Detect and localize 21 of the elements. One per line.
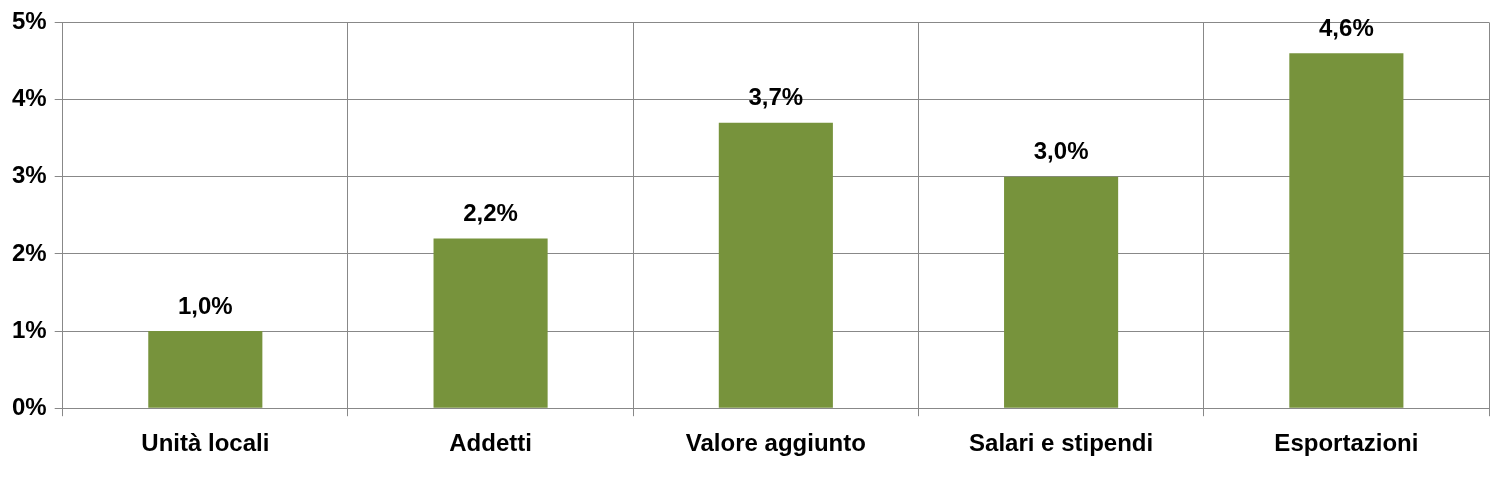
data-label: 3,0% — [1033, 137, 1089, 165]
bar — [1004, 176, 1119, 408]
y-tick-label: 0% — [12, 392, 47, 420]
x-tick-label: Unità locali — [141, 429, 270, 457]
data-label: 2,2% — [463, 199, 518, 227]
x-tick-label: Esportazioni — [1274, 429, 1419, 457]
x-tick-label: Valore aggiunto — [685, 429, 866, 457]
data-label: 1,0% — [177, 291, 233, 319]
y-tick-label: 4% — [12, 84, 47, 112]
x-tick-label: Salari e stipendi — [969, 429, 1154, 457]
data-label: 3,7% — [748, 83, 804, 111]
bar — [718, 122, 833, 408]
y-tick-label: 2% — [12, 238, 47, 266]
x-tick-label: Addetti — [449, 429, 532, 457]
bar — [1289, 53, 1404, 408]
data-label: 4,6% — [1319, 13, 1374, 41]
bar — [148, 331, 263, 408]
bar — [433, 238, 548, 408]
y-tick-label: 5% — [12, 7, 47, 35]
y-tick-label: 1% — [12, 315, 47, 343]
y-tick-label: 3% — [12, 161, 47, 189]
